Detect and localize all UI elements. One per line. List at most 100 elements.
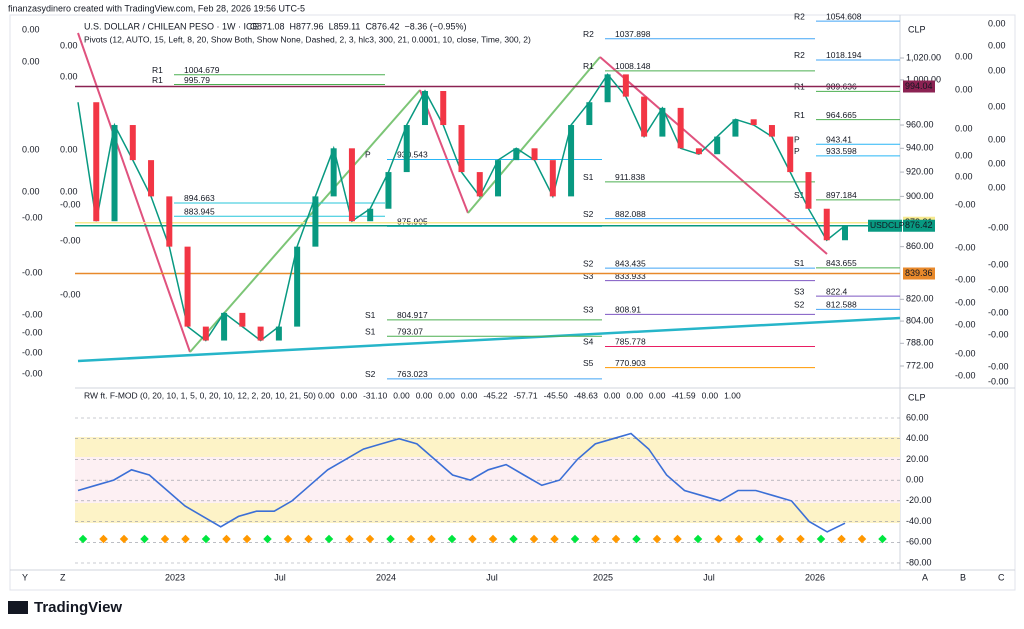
candle	[659, 107, 666, 137]
side-value: -0.00	[988, 222, 1009, 232]
pivot-name: S2	[365, 369, 376, 379]
readout: 1.00	[724, 390, 741, 400]
pivot-value: 763.023	[397, 369, 428, 379]
side-value: -0.00	[955, 297, 976, 307]
side-value: -0.00	[22, 309, 43, 319]
pivot-value: 930.543	[397, 150, 428, 160]
signal-diamond	[755, 534, 764, 544]
pivot-value: 1037.898	[615, 29, 651, 39]
pivot-name: P	[794, 135, 800, 145]
candle	[495, 160, 502, 197]
candle	[275, 326, 282, 341]
x-tick-label: 2024	[376, 572, 396, 582]
side-value: -0.00	[22, 347, 43, 357]
candle	[677, 107, 684, 149]
oscillator-line	[77, 432, 846, 533]
candle	[513, 148, 520, 161]
pivot-value: 785.778	[615, 337, 646, 347]
pivot-value: 804.917	[397, 310, 428, 320]
side-value: -0.00	[22, 368, 43, 378]
candle	[476, 172, 483, 197]
ohlc-value: C876.42	[365, 21, 399, 31]
candle	[622, 74, 629, 97]
side-value: 0.00	[988, 18, 1006, 28]
pivot-value: 897.184	[826, 190, 857, 200]
side-value: -0.00	[60, 289, 81, 299]
pivot-name: S2	[583, 258, 594, 268]
readout: 0.00	[702, 390, 719, 400]
pivot-value: 833.933	[615, 271, 646, 281]
readout: 0.00	[461, 390, 478, 400]
signal-diamond	[693, 534, 703, 544]
ohlc-value: L859.11	[329, 21, 361, 31]
trend-line	[419, 89, 469, 214]
readout: 0.00	[416, 390, 433, 400]
pivot-name: S1	[583, 172, 594, 182]
pivot-value: 770.903	[615, 358, 646, 368]
signal-diamond	[324, 534, 334, 544]
candle	[842, 225, 848, 241]
pivot-name: R2	[794, 50, 805, 60]
side-value: 0.00	[955, 51, 973, 61]
ohlc-value: H877.96	[290, 21, 324, 31]
price-tag	[903, 267, 935, 280]
side-value: 0.00	[988, 101, 1006, 111]
side-value: 0.00	[22, 186, 40, 196]
pivot-value: 1018.194	[826, 50, 862, 60]
side-value: -0.00	[988, 284, 1009, 294]
readout: -48.63	[574, 390, 598, 400]
side-value: 0.00	[955, 123, 973, 133]
candle	[458, 125, 465, 173]
candle	[823, 208, 830, 241]
pivot-name: S1	[794, 190, 805, 200]
oscillator-title: RW ft. F-MOD (0, 20, 10, 1, 5, 0, 20, 10…	[84, 390, 316, 400]
logo	[8, 601, 28, 614]
readout: -45.50	[544, 390, 568, 400]
y-tick-label: 920.00	[906, 166, 934, 176]
pivot-name: S1	[365, 326, 376, 336]
candle	[166, 196, 173, 247]
y-tick-label: 960.00	[906, 119, 934, 129]
x-tick-label: Jul	[486, 572, 498, 582]
signal-diamond	[304, 534, 313, 544]
price-tag-label: 994.04	[905, 81, 933, 91]
signal-diamond	[611, 534, 621, 544]
x-tick-label: 2023	[165, 572, 185, 582]
pivot-name: S5	[583, 358, 594, 368]
trend-line	[77, 316, 901, 363]
side-value: -0.00	[955, 370, 976, 380]
y-tick-label: -40.00	[906, 516, 932, 526]
candle	[367, 208, 374, 222]
candle	[750, 119, 757, 126]
candle	[93, 102, 100, 222]
side-value: -0.00	[22, 267, 43, 277]
pivot-value: 793.07	[397, 326, 423, 336]
pivot-value: 933.598	[826, 146, 857, 156]
candle	[531, 148, 538, 161]
candle	[202, 326, 209, 341]
pivot-name: S1	[794, 258, 805, 268]
y-tick-label: 772.00	[906, 360, 934, 370]
side-value: -0.00	[955, 348, 976, 358]
pivot-name: S1	[365, 310, 376, 320]
pivot-name: S2	[794, 300, 805, 310]
price-tag-label: 839.36	[905, 268, 933, 278]
candle	[111, 125, 118, 222]
side-value: 0.00	[988, 40, 1006, 50]
pivot-name: R1	[583, 61, 594, 71]
signal-diamond	[406, 534, 416, 544]
currency: CLP	[908, 392, 926, 402]
side-value: -0.00	[60, 235, 81, 245]
side-value: 0.00	[22, 144, 40, 154]
price-tag-label: 876.42	[905, 220, 933, 230]
side-value: -0.00	[955, 242, 976, 252]
side-value: 0.00	[988, 182, 1006, 192]
readout: 0.00	[318, 390, 335, 400]
candle	[330, 148, 337, 197]
y-tick-label: -60.00	[906, 537, 932, 547]
signal-diamond	[632, 534, 641, 544]
candle	[768, 125, 775, 137]
pivot-value: 894.663	[184, 193, 215, 203]
side-value: -0.00	[988, 259, 1009, 269]
